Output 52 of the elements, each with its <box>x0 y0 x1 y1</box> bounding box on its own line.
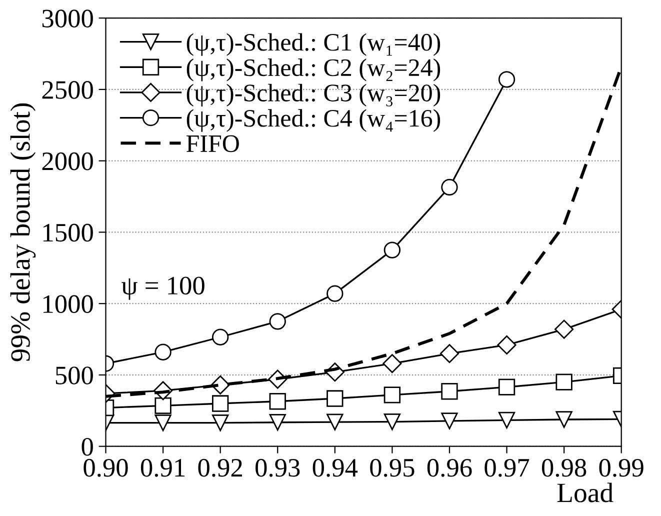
legend-label: (ψ,τ)-Sched.: C3 (w₃=20) <box>186 84 440 107</box>
point <box>497 335 516 355</box>
point <box>554 320 574 339</box>
y-tick-label: 500 <box>56 366 93 384</box>
y-tick-label: 1500 <box>44 224 93 242</box>
point <box>498 71 516 88</box>
point <box>556 374 572 390</box>
point <box>441 178 458 196</box>
point <box>440 344 460 364</box>
point <box>212 395 229 412</box>
x-tick-label: 0.95 <box>370 458 414 477</box>
point <box>556 411 572 428</box>
point <box>212 414 229 432</box>
legend-label: (ψ,τ)-Sched.: C1 (w₁=40) <box>186 33 440 56</box>
point <box>498 412 516 429</box>
point <box>441 412 458 430</box>
point <box>269 414 286 431</box>
y-tick-label: 1000 <box>44 295 93 313</box>
point <box>326 390 344 407</box>
x-tick-label: 0.90 <box>84 458 128 477</box>
x-tick-label: 0.97 <box>484 458 530 477</box>
y-tick-label: 3000 <box>42 10 93 28</box>
x-tick-label: 0.98 <box>542 458 586 477</box>
point <box>154 414 172 432</box>
point <box>441 383 458 400</box>
x-tick-label: 0.91 <box>140 458 185 477</box>
x-tick-label: 0.92 <box>198 458 242 477</box>
point <box>384 386 401 404</box>
point <box>154 344 172 360</box>
x-tick-label: 0.96 <box>427 458 472 477</box>
y-tick-label: 2000 <box>42 152 93 170</box>
point <box>154 397 172 414</box>
x-tick-label: 0.94 <box>312 458 358 477</box>
y-tick-label: 2500 <box>42 81 93 99</box>
legend-label: (ψ,τ)-Sched.: C4 (w₄=16) <box>186 109 440 132</box>
point <box>212 328 229 346</box>
x-axis-title: Load <box>557 482 614 502</box>
x-tick-label: 0.93 <box>256 458 300 477</box>
point <box>269 313 286 330</box>
point <box>384 413 401 430</box>
point <box>382 354 402 374</box>
legend-label: (ψ,τ)-Sched.: C2 (w₂=24) <box>186 58 440 82</box>
annotation: ψ = 100 <box>122 276 204 300</box>
point <box>326 414 344 430</box>
legend-label: FIFO <box>186 135 239 152</box>
point <box>498 378 516 396</box>
point <box>269 393 286 410</box>
y-axis-title: 99% delay bound (slot) <box>10 103 36 362</box>
x-tick-label: 0.99 <box>599 458 644 477</box>
y-tick-label: 0 <box>82 438 93 456</box>
point <box>384 242 401 258</box>
point <box>326 285 344 302</box>
